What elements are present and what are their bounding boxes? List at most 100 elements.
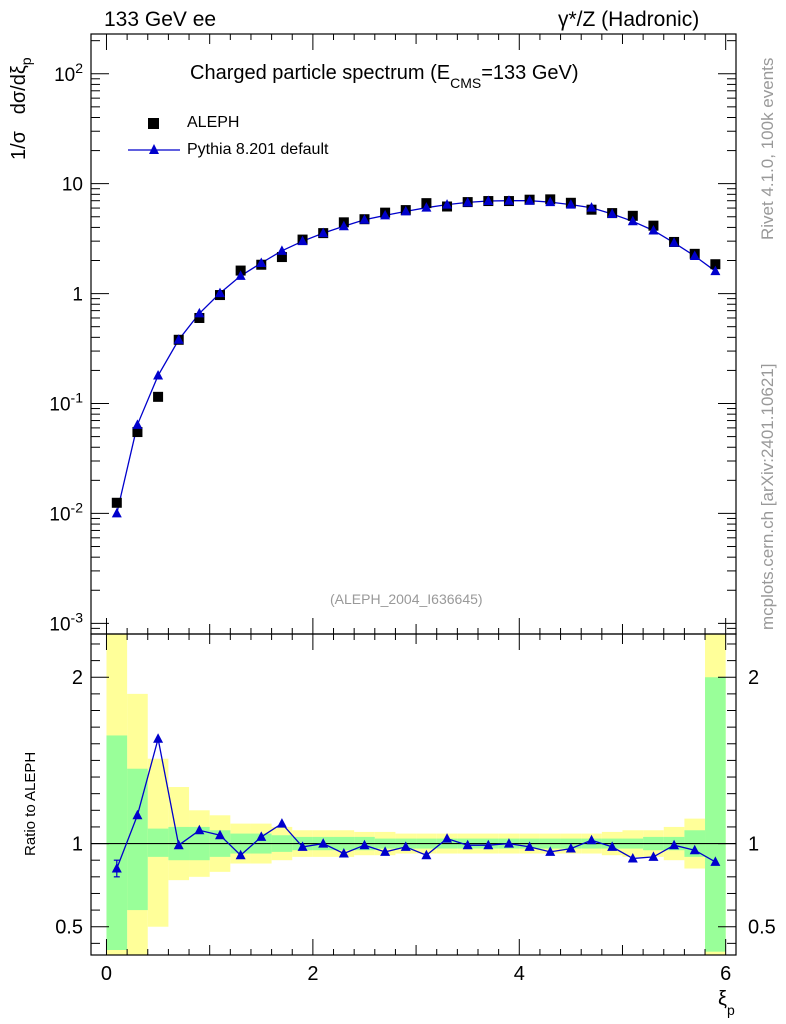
pythia-marker [710,265,721,276]
ratio-marker [359,839,370,850]
pythia-marker [132,419,143,429]
pythia-marker [111,507,122,518]
pythia-marker [689,250,700,260]
ratio-y-tick-label: 0.5 [55,917,83,939]
pythia-marker [359,214,370,224]
ratio-marker [318,838,329,848]
band-inner-bin [705,677,726,952]
legend [128,118,180,154]
band-inner-bin [147,828,169,857]
ratio-marker [338,848,349,858]
pythia-marker [442,199,453,209]
pythia-marker [607,208,618,218]
pythia-marker [235,270,246,280]
ratio-marker [565,843,576,853]
ratio-marker [586,834,597,845]
main-y-tick-label: 10 [62,175,83,196]
ratio-uncertainty-bands [91,634,736,955]
ratio-y-tick-label-right: 0.5 [748,917,776,939]
header-left-label: 133 GeV ee [104,8,217,31]
ratio-marker [256,831,267,841]
pythia-marker [421,202,432,212]
x-tick-label: 0 [101,963,112,985]
x-axis-label-sub: p [726,1002,735,1018]
ratio-plot-series [111,733,721,878]
ratio-marker [173,839,184,850]
pythia-marker [524,195,535,205]
main-y-tick-label: 1 [72,285,83,306]
ratio-marker [669,839,680,850]
pythia-marker [318,227,329,238]
pythia-marker [194,307,205,318]
ratio-marker [132,809,143,820]
ratio-marker [400,841,411,851]
pythia-marker [400,205,411,216]
x-tick-label: 2 [307,963,318,985]
ratio-y-tick-label: 1 [72,834,83,856]
aleph-data-point [194,312,205,323]
ratio-frame [90,633,737,956]
ratio-marker [235,849,246,860]
analysis-tag: (ALEPH_2004_I636645) [330,591,483,607]
pythia-marker [586,202,597,212]
pythia-marker [648,224,659,235]
pythia-marker [669,237,680,247]
ratio-marker [689,844,700,855]
plot-title: Charged particle spectrum (ECMS=133 GeV) [190,62,579,91]
ratio-marker [627,853,638,863]
main-y-tick-label: 102 [54,60,83,86]
ratio-y-tick-label-right: 2 [748,667,759,689]
plot-title-main: Charged particle spectrum (E [190,62,451,84]
plot-title-sub: CMS [450,75,482,91]
ratio-marker [194,824,205,835]
pythia-marker [462,196,473,207]
legend-aleph-label: ALEPH [187,114,240,131]
pythia-marker [297,235,308,246]
ratio-marker [215,829,225,840]
ratio-marker [503,838,514,848]
pythia-marker [627,215,638,226]
aleph-data-point [710,259,721,270]
ratio-y-tick-label-right: 1 [748,834,759,856]
ratio-marker [153,733,164,743]
x-tick-label: 4 [514,963,525,985]
pythia-marker [483,195,494,206]
pythia-marker [215,287,225,298]
x-axis-label-xi: ξ [718,988,727,1010]
pythia-marker [380,209,391,220]
plot-frames [90,33,737,956]
pythia-marker [276,245,287,255]
ratio-y-tick-label: 2 [72,667,83,689]
ratio-marker [297,841,308,851]
main-y-tick-label: 10-1 [49,390,83,416]
pythia-marker [338,220,349,231]
pythia-line [116,200,716,514]
x-axis-label: ξp [718,988,735,1018]
ratio-marker [648,851,659,861]
plot-title-tail: =133 GeV) [481,62,579,84]
ratio-marker [483,839,494,850]
aleph-data-point [276,252,287,263]
pythia-marker [545,196,556,207]
legend-pythia-marker [149,144,159,154]
main-plot-series [111,194,721,518]
ratio-marker [421,849,432,860]
pythia-marker [153,369,164,380]
aleph-data-point [111,497,122,508]
x-tick-label: 6 [720,963,731,985]
ratio-marker [607,841,618,851]
ratio-marker [462,839,473,850]
pythia-marker [503,195,514,205]
band-inner-bin [127,768,148,911]
aleph-data-point [132,427,143,438]
ratio-marker [545,846,556,856]
band-inner-bin [106,735,128,951]
ratio-marker [111,863,122,873]
main-y-tick-label: 10-3 [49,609,83,635]
ratio-marker [524,841,535,851]
main-y-tick-label: 10-2 [49,499,83,525]
ratio-marker [442,833,453,843]
legend-pythia-label: Pythia 8.201 default [187,141,329,158]
aleph-data-point [153,391,164,402]
